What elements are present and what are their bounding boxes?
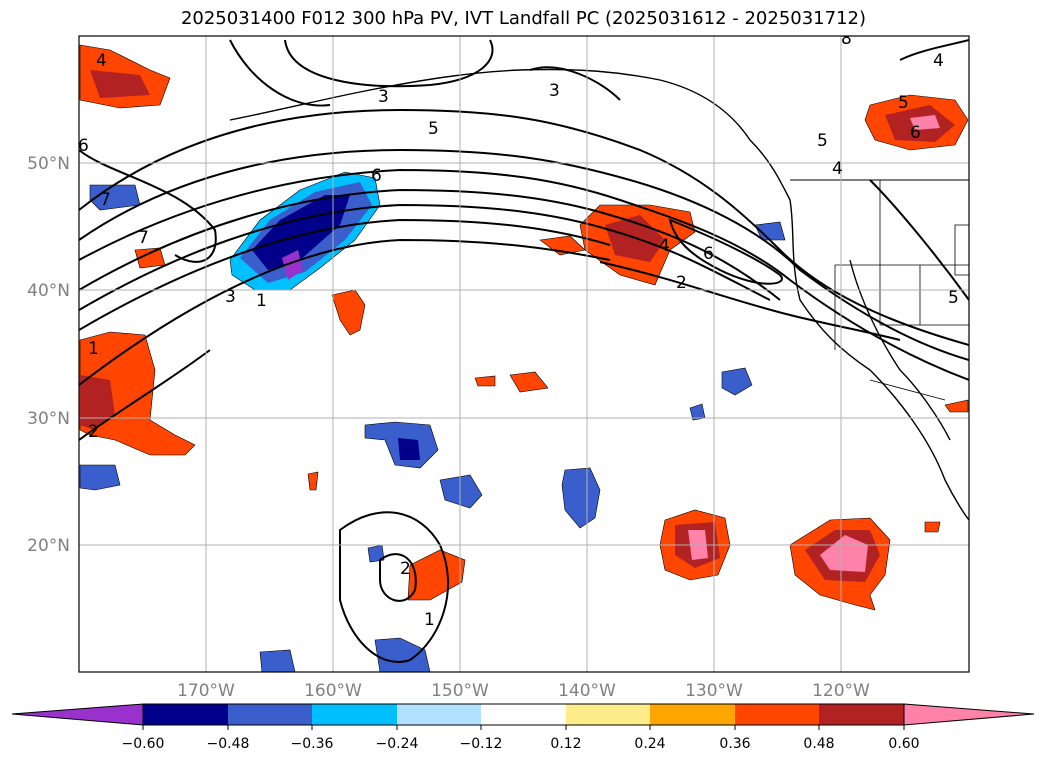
lon-tick-label: 170°W [177,681,235,701]
contour-label: 5 [898,93,909,113]
contour-label: 6 [910,123,921,143]
lon-tick-label: 140°W [558,681,616,701]
colorbar-label: −0.12 [460,736,503,752]
map-frame [78,35,970,673]
shaded-anomalies [79,44,969,672]
colorbar-label: 0.48 [803,736,834,752]
colorbar-segment [819,704,904,725]
contour-labels: 4 3 3 5 6 6 7 7 3 1 4 6 2 1 2 2 1 5 6 5 … [78,29,959,630]
lat-tick-label: 40°N [27,281,70,301]
contour-label: 3 [549,81,560,101]
lon-tick-label: 120°W [812,681,870,701]
colorbar-label: −0.36 [291,736,334,752]
lat-tick-label: 50°N [27,154,70,174]
contour-label: 4 [96,51,107,71]
map-title: 2025031400 F012 300 hPa PV, IVT Landfall… [180,8,867,29]
contour-label: 4 [933,51,944,71]
lat-tick-label: 30°N [27,409,70,429]
colorbar-extend-high [903,703,1035,726]
colorbar-ticks [142,725,905,730]
colorbar-segment [397,704,481,725]
contour-label: 7 [138,228,149,248]
lon-tick-label: 130°W [685,681,743,701]
colorbar-label: 0.60 [888,736,919,752]
contour-label: 2 [676,273,687,293]
colorbar-label: 0.12 [550,736,581,752]
colorbar-segment [312,704,397,725]
coastlines [229,68,969,521]
lon-tick-labels: 170°W 160°W 150°W 140°W 130°W 120°W [177,681,870,701]
contour-label: 2 [88,422,99,442]
contour-label: 5 [817,131,828,151]
gridlines [79,36,969,672]
lat-tick-label: 20°N [27,536,70,556]
contour-label: 7 [100,190,111,210]
contour-label: 4 [832,159,843,179]
contour-label: 6 [703,244,714,264]
colorbar-label: 0.36 [719,736,750,752]
lon-tick-label: 160°W [304,681,362,701]
lat-tick-labels: 20°N 30°N 40°N 50°N [27,154,70,556]
contour-label: 5 [428,119,439,139]
colorbar-extend-low [11,703,144,726]
contour-label: 8 [841,29,852,49]
contour-label: 4 [659,236,670,256]
colorbar-label: −0.24 [376,736,419,752]
colorbar: −0.60 −0.48 −0.36 −0.24 −0.12 0.12 0.24 … [11,703,1035,752]
colorbar-segment [481,704,566,725]
contour-label: 2 [400,559,411,579]
colorbar-segment [566,704,650,725]
colorbar-segment [735,704,819,725]
contour-label: 3 [378,87,389,107]
colorbar-segment [650,704,735,725]
colorbar-segment [228,704,312,725]
colorbar-label: −0.60 [122,736,165,752]
lon-tick-label: 150°W [431,681,489,701]
contour-label: 1 [256,291,267,311]
colorbar-segment [143,704,228,725]
contour-label: 1 [88,339,99,359]
pv-contours [79,39,969,663]
contour-label: 6 [78,136,89,156]
contour-label: 1 [424,610,435,630]
contour-label: 6 [371,166,382,186]
contour-label: 5 [948,288,959,308]
contour-label: 3 [225,287,236,307]
colorbar-label: −0.48 [207,736,250,752]
colorbar-label: 0.24 [634,736,665,752]
map-plot-area: 4 3 3 5 6 6 7 7 3 1 4 6 2 1 2 2 1 5 6 5 … [78,29,969,672]
